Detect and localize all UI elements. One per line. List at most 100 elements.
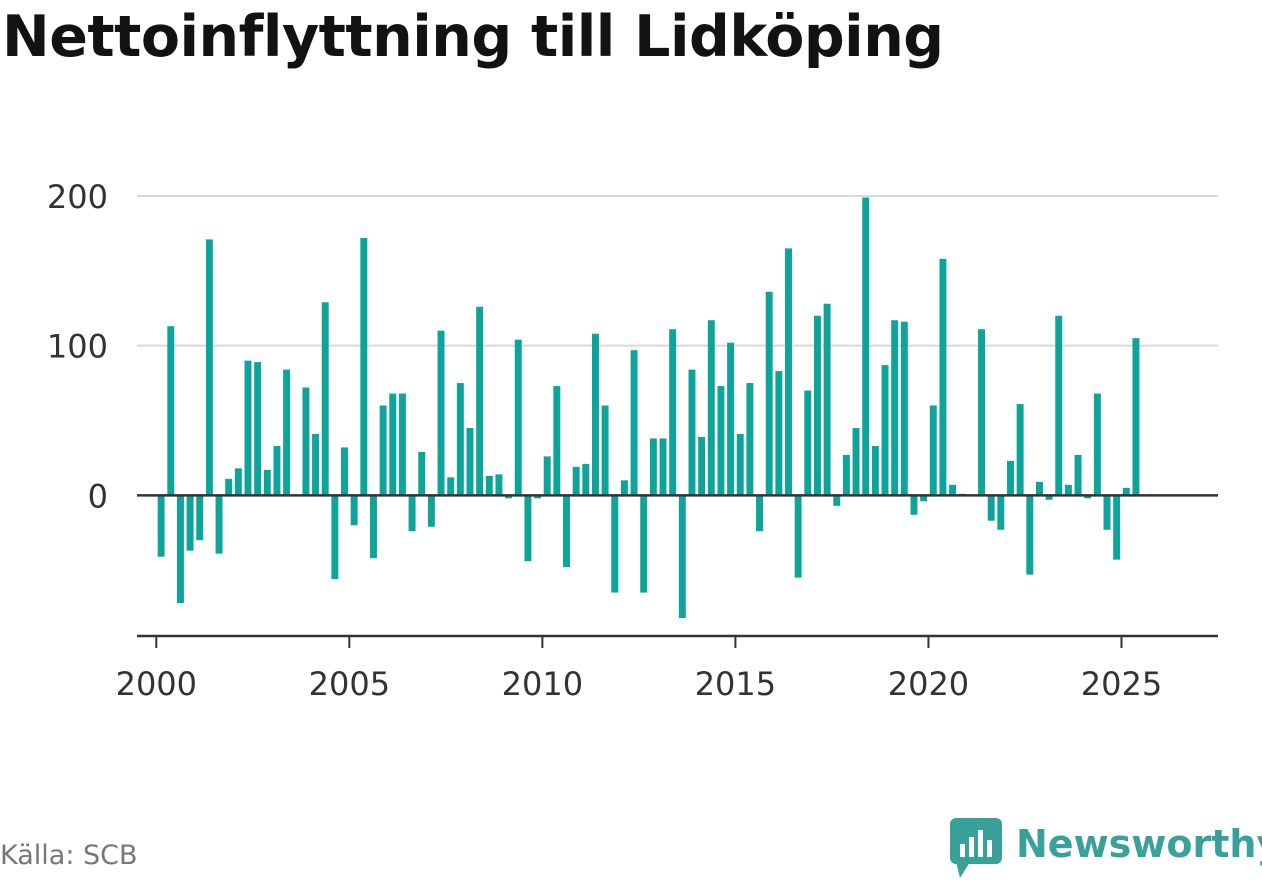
bar (688, 369, 696, 496)
y-tick-label: 200 (47, 178, 108, 216)
bar (1132, 338, 1140, 496)
bar (707, 320, 715, 496)
bars (157, 197, 1140, 619)
bar (601, 405, 609, 496)
bar (331, 495, 339, 580)
bar (360, 237, 368, 496)
x-tick-label: 2025 (1081, 665, 1162, 703)
bar (534, 495, 542, 499)
bar (225, 478, 233, 496)
bar (205, 239, 213, 496)
bar (408, 495, 416, 532)
bar (1035, 481, 1043, 496)
chart-title: Nettoinflyttning till Lidköping (2, 4, 944, 70)
bar (678, 495, 686, 619)
bar (1074, 454, 1082, 496)
bar (476, 306, 484, 496)
bar (949, 484, 957, 496)
bar (871, 445, 879, 496)
bar (649, 438, 657, 496)
bar (283, 369, 291, 496)
gridlines (137, 195, 1218, 347)
bar (341, 447, 348, 496)
newsworthy-chart-bubble-icon (950, 818, 1002, 878)
bar (900, 321, 908, 496)
bar (427, 495, 435, 527)
bar (717, 386, 725, 496)
x-tick-label: 2015 (695, 665, 776, 703)
bar (514, 339, 522, 496)
bar (543, 456, 551, 496)
bar (929, 405, 937, 496)
bar (620, 480, 628, 496)
bar (736, 433, 744, 496)
bar (1026, 495, 1034, 575)
bar (669, 329, 677, 496)
bar (572, 466, 580, 496)
tick-labels: 0 100 200 2000 2005 2010 2015 2020 2025 (47, 178, 1162, 703)
bar (920, 495, 928, 502)
bar (273, 445, 281, 496)
bar (437, 330, 445, 496)
bar (746, 383, 754, 496)
bar (1016, 404, 1024, 496)
bar (939, 258, 947, 496)
bar (756, 495, 764, 532)
bar (987, 495, 995, 521)
bar (1045, 495, 1053, 500)
bar (804, 390, 812, 496)
bar (727, 342, 735, 496)
bar (466, 427, 474, 496)
y-tick-label: 100 (47, 328, 108, 366)
y-tick-label: 0 (88, 477, 108, 515)
bar (379, 405, 387, 496)
bar (765, 291, 773, 496)
bar (495, 474, 503, 496)
bar (524, 495, 532, 562)
bar (505, 495, 513, 499)
bar (785, 248, 792, 496)
bar (1113, 495, 1121, 560)
bar (698, 436, 706, 496)
x-tick-label: 2005 (309, 665, 390, 703)
bar (891, 320, 899, 496)
bar (842, 454, 850, 496)
bar (640, 495, 648, 593)
bar (910, 495, 918, 515)
bar (852, 427, 860, 496)
bar (186, 495, 194, 551)
x-tick-label: 2000 (116, 665, 197, 703)
bar (234, 468, 242, 496)
brand-name: Newsworthy (1016, 822, 1262, 866)
bar (1007, 460, 1014, 496)
bar (350, 495, 358, 526)
bar (196, 495, 204, 541)
bar (456, 383, 464, 496)
bar (833, 495, 841, 506)
bar (813, 315, 821, 496)
bar (254, 362, 262, 496)
bar (244, 360, 252, 496)
bar (775, 371, 783, 496)
bar (485, 475, 493, 496)
bar (630, 350, 638, 496)
bar (321, 302, 329, 496)
bar (1093, 393, 1101, 496)
bar (157, 495, 165, 557)
bar (659, 438, 667, 496)
bar (611, 495, 619, 593)
bar (823, 303, 831, 496)
bar (1084, 495, 1092, 499)
bar (978, 329, 986, 496)
bar (263, 469, 271, 496)
bar (1064, 484, 1072, 496)
bar (447, 477, 455, 496)
bar (862, 197, 870, 496)
bar (881, 365, 889, 496)
bar (389, 393, 397, 496)
axes (137, 494, 1218, 648)
bar (1055, 315, 1063, 496)
bar (167, 326, 175, 496)
bar (563, 495, 570, 568)
